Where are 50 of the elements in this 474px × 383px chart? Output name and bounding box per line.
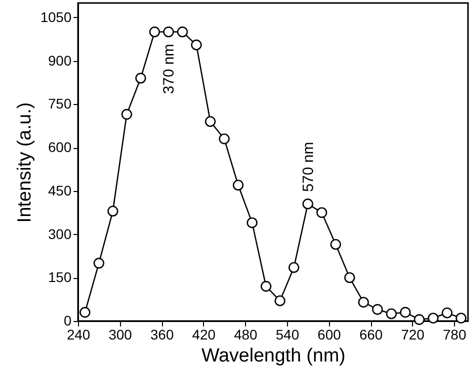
x-tick-label: 240	[66, 326, 90, 342]
point	[288, 262, 300, 273]
point	[204, 116, 216, 127]
y-tick-label: 1050	[40, 8, 72, 25]
point	[246, 217, 258, 228]
point	[330, 239, 342, 250]
point	[414, 314, 425, 325]
x-tick-label: 660	[359, 326, 383, 342]
x-tick-label: 360	[150, 326, 174, 342]
point	[80, 306, 90, 318]
point	[94, 258, 104, 269]
x-tick-label: 480	[234, 326, 258, 342]
point	[400, 306, 411, 318]
y-tick-label: 600	[48, 139, 72, 156]
y-tick-label: 0	[64, 312, 72, 328]
point	[274, 295, 286, 306]
point	[191, 40, 202, 50]
annotation: 570 nm	[300, 142, 317, 192]
x-tick-label: 420	[192, 326, 216, 342]
point	[177, 26, 188, 38]
point	[107, 206, 118, 217]
point	[135, 72, 146, 84]
x-tick-label: 780	[442, 326, 466, 342]
point	[149, 26, 160, 38]
point	[344, 272, 355, 284]
x-tick-label: 540	[276, 326, 300, 342]
y-tick-label: 300	[48, 226, 72, 242]
point	[386, 308, 397, 320]
point	[121, 108, 132, 120]
point	[372, 304, 383, 315]
point	[232, 180, 244, 191]
point	[302, 198, 314, 210]
y-axis-title: Intensity (a.u.)	[14, 102, 36, 223]
annotation: 370 nm	[160, 44, 178, 94]
y-tick-label: 450	[48, 182, 72, 198]
point	[358, 296, 369, 308]
point	[428, 312, 439, 324]
point	[442, 308, 452, 318]
x-tick-label: 600	[318, 326, 342, 342]
x-tick-label: 720	[401, 326, 425, 342]
point	[163, 26, 174, 38]
x-axis-title: Wavelength (nm)	[202, 346, 346, 366]
point	[316, 207, 328, 218]
point	[456, 312, 466, 324]
y-tick-label: 750	[48, 96, 72, 112]
point	[218, 133, 230, 144]
y-tick-label: 900	[48, 52, 72, 68]
point	[260, 280, 272, 292]
x-tick-label: 300	[108, 326, 132, 342]
y-tick-label: 150	[48, 269, 72, 286]
